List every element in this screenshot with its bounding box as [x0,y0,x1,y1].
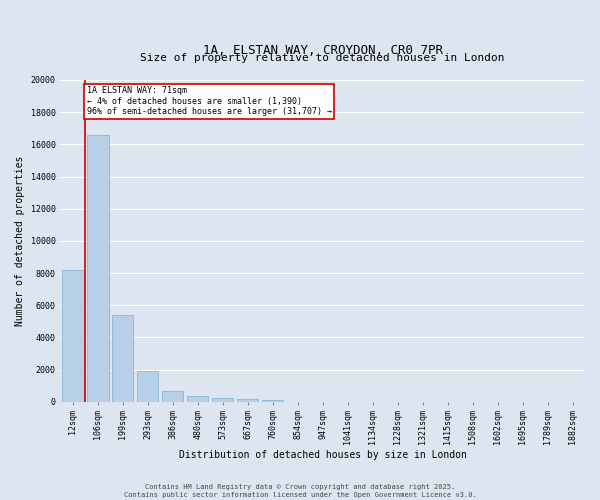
Bar [87,134,109,402]
Text: 1A ELSTAN WAY: 71sqm
← 4% of detached houses are smaller (1,390)
96% of semi-det: 1A ELSTAN WAY: 71sqm ← 4% of detached ho… [86,86,332,116]
Title: Size of property relative to detached houses in London: Size of property relative to detached ho… [140,52,505,62]
Bar [137,371,158,402]
Bar [112,315,133,402]
Y-axis label: Number of detached properties: Number of detached properties [15,156,25,326]
X-axis label: Distribution of detached houses by size in London: Distribution of detached houses by size … [179,450,467,460]
Bar [162,390,184,402]
Text: 1A, ELSTAN WAY, CROYDON, CR0 7PR: 1A, ELSTAN WAY, CROYDON, CR0 7PR [203,44,443,58]
Bar [62,270,83,402]
Text: Contains HM Land Registry data © Crown copyright and database right 2025.
Contai: Contains HM Land Registry data © Crown c… [124,484,476,498]
Bar [262,400,283,402]
Bar [187,396,208,402]
Bar [237,399,259,402]
Bar [212,398,233,402]
